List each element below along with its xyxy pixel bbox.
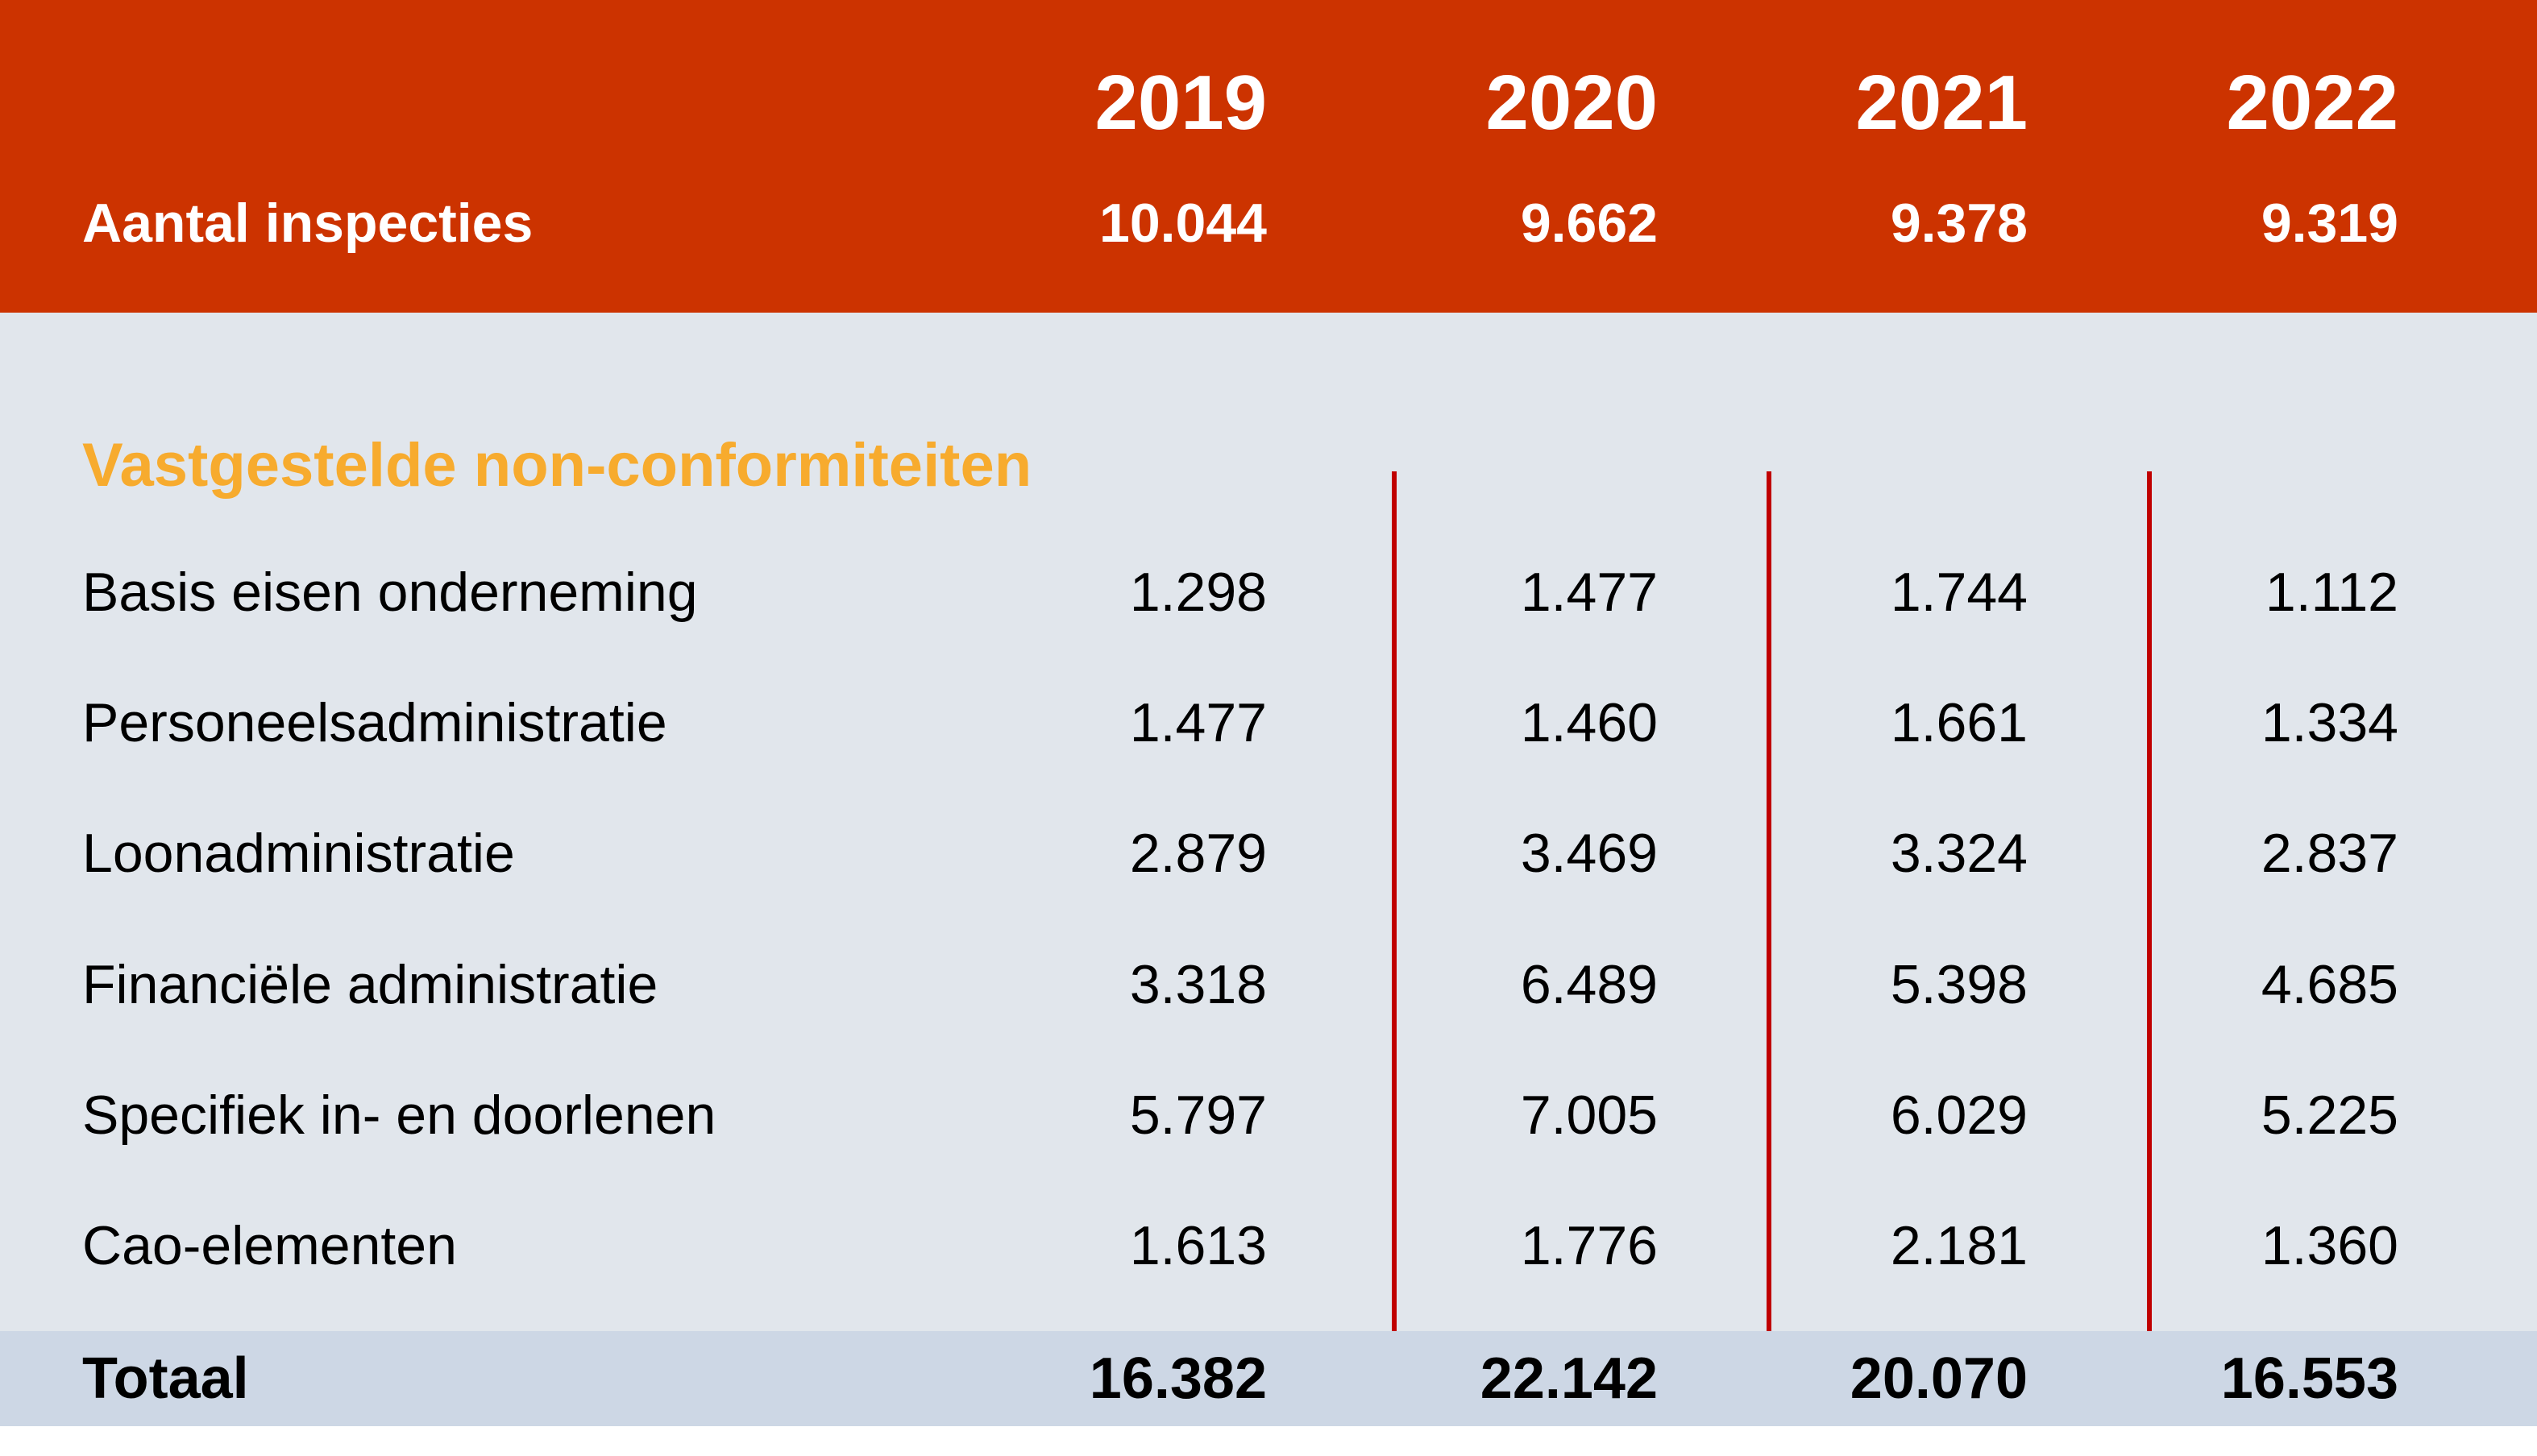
year-header-2021: 2021 — [1855, 60, 2028, 146]
table-cell: 2.879 — [1129, 823, 1267, 884]
total-row-band — [0, 1331, 2537, 1426]
total-value: 22.142 — [1480, 1346, 1658, 1411]
inspections-value: 9.662 — [1520, 193, 1658, 254]
table-cell: 7.005 — [1520, 1085, 1658, 1146]
table-cell: 1.613 — [1129, 1215, 1267, 1276]
total-value: 16.382 — [1089, 1346, 1267, 1411]
column-divider — [1767, 471, 1771, 1331]
table-cell: 1.334 — [2261, 692, 2398, 753]
table-cell: 1.477 — [1129, 692, 1267, 753]
table-cell: 2.181 — [1890, 1215, 2028, 1276]
column-divider — [2147, 471, 2152, 1331]
row-label: Financiële administratie — [82, 954, 658, 1015]
table-cell: 4.685 — [2261, 954, 2398, 1015]
total-value: 16.553 — [2220, 1346, 2398, 1411]
table-cell: 1.661 — [1890, 692, 2028, 753]
total-label: Totaal — [82, 1346, 249, 1411]
table-cell: 6.489 — [1520, 954, 1658, 1015]
table-cell: 1.477 — [1520, 562, 1658, 623]
table-cell: 2.837 — [2261, 823, 2398, 884]
row-label: Basis eisen onderneming — [82, 562, 698, 623]
table-cell: 1.776 — [1520, 1215, 1658, 1276]
table-cell: 5.398 — [1890, 954, 2028, 1015]
table-cell: 3.469 — [1520, 823, 1658, 884]
year-header-2022: 2022 — [2226, 60, 2398, 146]
table-cell: 6.029 — [1890, 1085, 2028, 1146]
table-cell: 1.460 — [1520, 692, 1658, 753]
inspections-value: 9.378 — [1890, 193, 2028, 254]
total-value: 20.070 — [1850, 1346, 2028, 1411]
year-header-2019: 2019 — [1094, 60, 1267, 146]
inspections-label: Aantal inspecties — [82, 193, 534, 254]
table-cell: 1.298 — [1129, 562, 1267, 623]
table-cell: 5.797 — [1129, 1085, 1267, 1146]
row-label: Specifiek in- en doorlenen — [82, 1085, 716, 1146]
table-cell: 1.744 — [1890, 562, 2028, 623]
table-cell: 1.360 — [2261, 1215, 2398, 1276]
table-cell: 3.318 — [1129, 954, 1267, 1015]
inspections-value: 9.319 — [2261, 193, 2398, 254]
table-cell: 3.324 — [1890, 823, 2028, 884]
row-label: Personeelsadministratie — [82, 692, 667, 753]
column-divider — [1392, 471, 1397, 1331]
row-label: Cao-elementen — [82, 1215, 457, 1276]
header-band — [0, 0, 2537, 313]
table-cell: 5.225 — [2261, 1085, 2398, 1146]
table-body-panel — [0, 313, 2537, 1331]
section-title: Vastgestelde non-conformiteiten — [82, 431, 1032, 500]
row-label: Loonadministratie — [82, 823, 515, 884]
table-cell: 1.112 — [2265, 562, 2398, 623]
inspections-value: 10.044 — [1099, 193, 1267, 254]
year-header-2020: 2020 — [1485, 60, 1658, 146]
